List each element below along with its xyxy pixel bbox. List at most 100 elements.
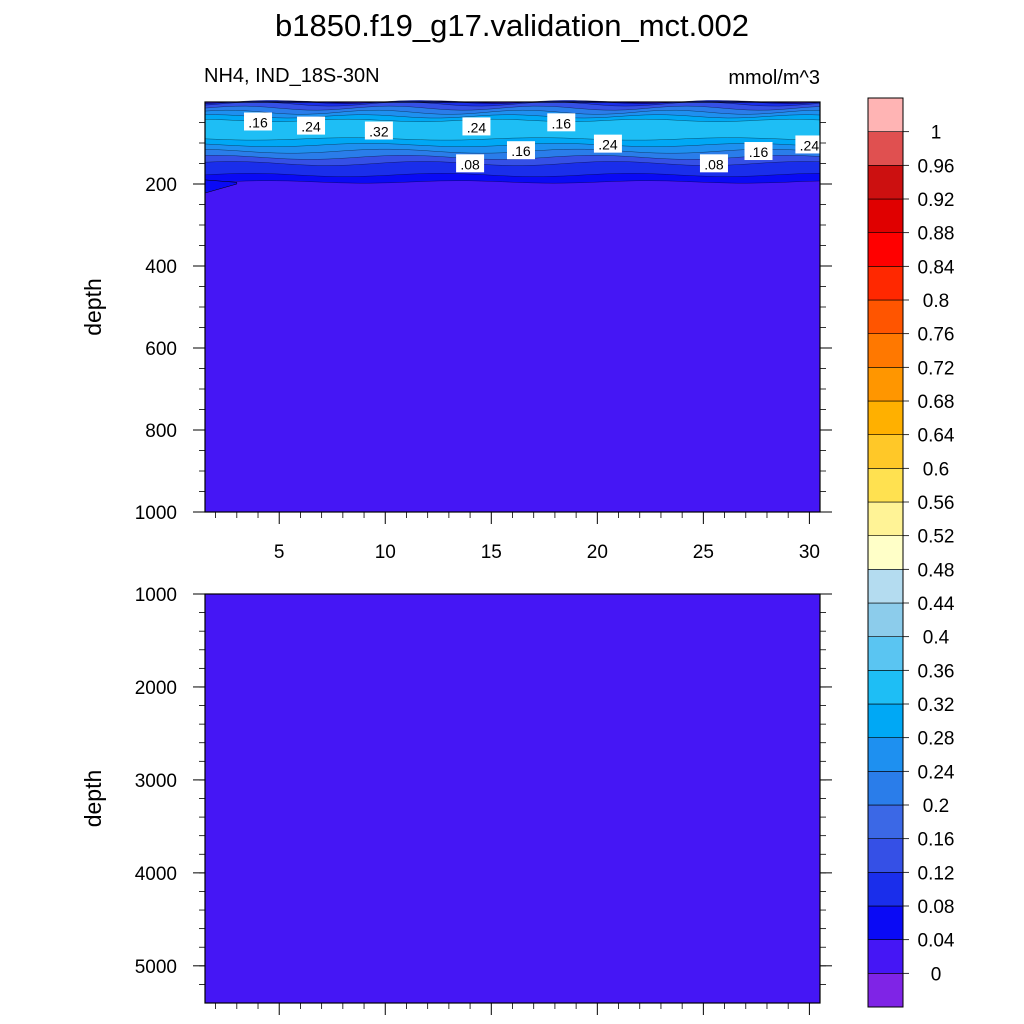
contour-label-text: .32 [369,124,389,140]
colorbar-level-label: 0.96 [918,156,955,177]
colorbar-level-label: 0.4 [923,628,950,649]
colorbar-swatch [867,198,904,233]
colorbar-swatch [867,973,904,1008]
y-tick-label: 200 [145,175,177,196]
contour-label-box [244,112,273,131]
y-tick-label: 3000 [135,771,177,792]
y-tick-label: 1000 [135,503,177,524]
y-tick-label: 5000 [135,957,177,978]
contour-label: .08 [456,154,485,173]
colorbar-level-label: 0.24 [918,762,955,783]
y-tick-label: 400 [145,257,177,278]
contour-label-text: .08 [460,156,480,172]
colorbar-swatch [867,299,904,334]
colorbar-swatch [867,804,904,839]
colorbar-swatch [867,838,904,873]
colorbar-swatch [867,367,904,402]
colorbar-swatch [867,670,904,705]
colorbar-swatch [867,703,904,738]
colorbar-swatch [867,535,904,570]
colorbar-level-label: 0.2 [923,796,949,817]
colorbar-swatch [867,232,904,267]
colorbar-swatch [867,602,904,637]
x-tick-label: 25 [693,542,714,563]
contour-label-box [364,121,393,140]
contour-label-box [462,117,491,136]
contour-label: .24 [593,134,622,153]
colorbar-swatch [867,872,904,907]
colorbar-swatch [867,266,904,301]
contour-label: .16 [506,141,535,160]
contour-label-text: .16 [552,115,572,131]
colorbar-swatch [867,333,904,368]
colorbar-swatch [867,737,904,772]
panel-upper-ocean: .16 .24 .32 .24 .16 .24 .16 .08 .08 .16 .24 200 400 6… [80,100,832,563]
colorbar-frame [867,97,904,1008]
colorbar-level-label: 0.88 [918,224,955,245]
x-tick-label: 5 [274,542,285,563]
contour-label-text: .24 [467,119,487,135]
contour-label: .24 [297,116,326,135]
x-tick-label: 30 [799,542,820,563]
colorbar-swatch [867,569,904,604]
colorbar-level-label: 0.12 [918,863,955,884]
contour-label-text: .24 [301,119,321,135]
y-axis-title: depth [80,278,106,336]
x-tick-label: 15 [481,542,502,563]
colorbar-swatch [867,97,904,132]
contour-label: .24 [795,135,824,154]
contour-label-text: .24 [800,137,820,153]
x-tick-label: 10 [375,542,396,563]
colorbar-swatch [867,905,904,940]
colorbar-level-label: 0.76 [918,325,955,346]
chart-subtitle-region: NH4, IND_18S-30N [204,65,380,87]
contour-label-text: .16 [749,144,769,160]
colorbar-level-label: 0.48 [918,560,955,581]
chart-units-label: mmol/m^3 [728,67,820,89]
contour-label: .16 [547,113,576,132]
contour-label-box [795,135,824,154]
chart-title: b1850.f19_g17.validation_mct.002 [275,8,749,43]
colorbar-level-label: 0 [931,964,942,985]
contour-label-box [297,116,326,135]
colorbar-level-label: 1 [931,123,942,144]
contour-label-text: .16 [511,143,531,159]
colorbar-level-label: 0.04 [918,931,955,952]
contour-label-text: .08 [704,156,724,172]
y-tick-label: 1000 [135,585,177,606]
colorbar-swatch [867,131,904,166]
contour-label: .32 [364,121,393,140]
contour-label: .24 [462,117,491,136]
contour-label-box [744,142,773,161]
contour-label-text: .24 [598,137,618,153]
colorbar-level-label: 0.56 [918,493,955,514]
colorbar-level-label: 0.44 [918,594,955,615]
colorbar-level-label: 0.36 [918,661,955,682]
colorbar-swatch [867,434,904,469]
colorbar-legend: 0 0.04 0.08 0.12 0.16 0.2 0.24 0.28 0.32 0.36 0.4 0… [867,97,955,1008]
colorbar-level-label: 0.68 [918,392,955,413]
x-tick-label: 20 [587,542,608,563]
colorbar-level-label: 0.64 [918,426,955,447]
colorbar-level-label: 0.92 [918,190,955,211]
contour-label: .16 [244,112,273,131]
colorbar-swatch [867,636,904,671]
colorbar-swatch [867,771,904,806]
colorbar-swatch [867,939,904,974]
colorbar-level-label: 0.16 [918,830,955,851]
y-axis-title: depth [80,770,106,828]
contour-label-box [456,154,485,173]
panel-deep-ocean: 1000 2000 3000 4000 5000 depth [80,585,832,1015]
y-tick-label: 2000 [135,678,177,699]
contour-label-box [506,141,535,160]
field-background [205,594,820,1003]
y-tick-label: 800 [145,421,177,442]
contour-label-box [699,154,728,173]
contour-label-box [593,134,622,153]
contour-label-box [547,113,576,132]
colorbar-level-label: 0.08 [918,897,955,918]
colorbar-level-label: 0.52 [918,527,955,548]
colorbar-swatch [867,468,904,503]
colorbar-swatch [867,400,904,435]
colorbar-level-label: 0.8 [923,291,949,312]
